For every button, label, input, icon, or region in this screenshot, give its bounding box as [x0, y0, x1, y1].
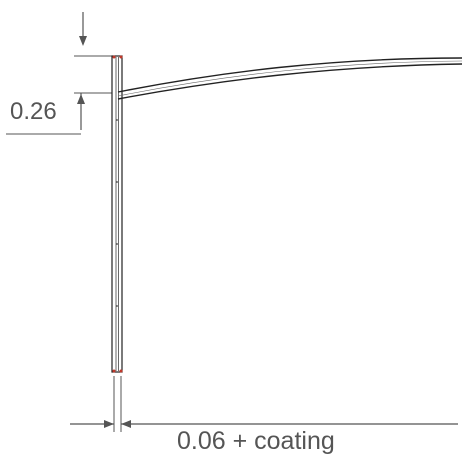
height-dimension — [6, 92, 113, 135]
thickness-dimension-label: 0.06 + coating — [177, 427, 335, 455]
vertical-wall — [111, 55, 123, 373]
curved-overhang — [117, 57, 462, 100]
top-dimension-arrow — [74, 12, 113, 57]
thickness-dimension — [70, 376, 458, 432]
height-dimension-label: 0.26 — [10, 98, 57, 125]
